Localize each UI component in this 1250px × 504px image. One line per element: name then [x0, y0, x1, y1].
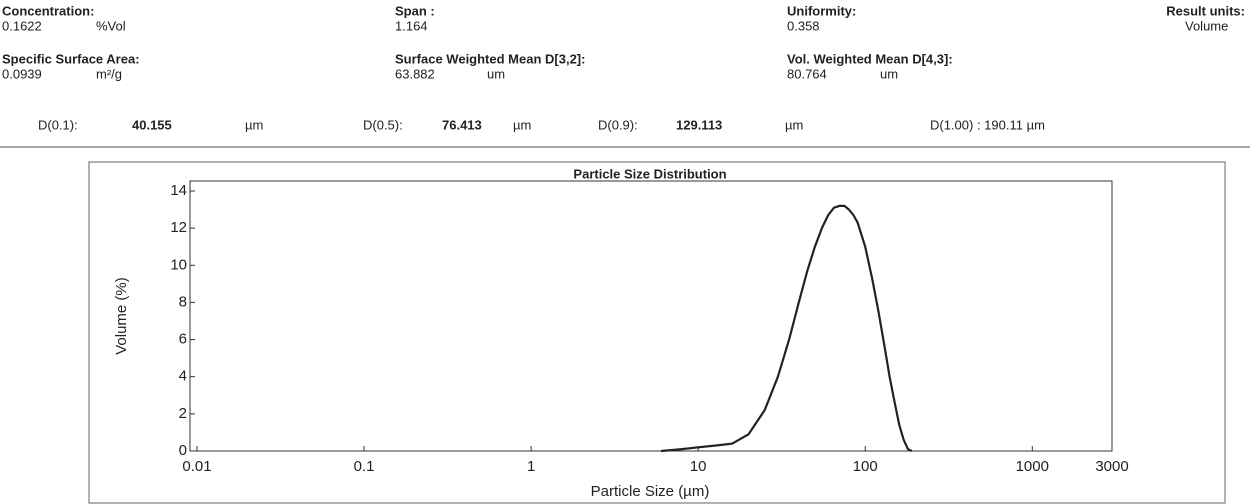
field-label: Vol. Weighted Mean D[4,3]:	[787, 51, 953, 66]
field-unit: %Vol	[96, 18, 126, 33]
y-tick-label: 8	[179, 293, 187, 310]
field-label: Result units:	[1166, 3, 1245, 18]
field-value: Volume	[1185, 18, 1228, 33]
field-label: Uniformity:	[787, 3, 856, 18]
y-tick-label: 12	[170, 219, 187, 236]
percentile-unit: µm	[245, 117, 263, 132]
x-tick-label: 0.1	[354, 458, 375, 475]
field-value: 63.882	[395, 66, 435, 81]
percentile-label: D(1.00) : 190.11 µm	[930, 117, 1045, 132]
y-tick-label: 0	[179, 442, 187, 459]
y-tick-label: 2	[179, 405, 187, 422]
field-unit: um	[880, 66, 898, 81]
percentile-label: D(0.5):	[363, 117, 403, 132]
distribution-line	[661, 204, 913, 453]
field-value: 0.1622	[2, 18, 42, 33]
percentile-value: 40.155	[132, 117, 172, 132]
x-tick-label: 1	[527, 458, 535, 475]
field-value: 0.0939	[2, 66, 42, 81]
plot: 0 2 4 6 8 10 12 14 0.01 0.1 1 10 100 1000 3000	[170, 180, 1129, 475]
percentile-unit: µm	[513, 117, 531, 132]
x-tick-label: 1000	[1016, 458, 1049, 475]
x-tick-label: 10	[690, 458, 707, 475]
field-value: 1.164	[395, 18, 428, 33]
y-axis-label: Volume (%)	[113, 277, 130, 355]
percentiles: D(0.1): 40.155 µm D(0.5): 76.413 µm D(0.…	[38, 117, 1045, 132]
percentile-value: 129.113	[676, 117, 722, 132]
x-tick-label: 3000	[1095, 458, 1128, 475]
y-tick-label: 14	[170, 182, 187, 199]
percentile-unit: µm	[785, 117, 803, 132]
field-label: Span :	[395, 3, 435, 18]
x-tick-label: 0.01	[182, 458, 211, 475]
percentile-label: D(0.9):	[598, 117, 638, 132]
chart-title: Particle Size Distribution	[573, 166, 726, 181]
summary: Concentration: 0.1622 %Vol Span : 1.164 …	[2, 3, 1245, 81]
percentile-value: 76.413	[442, 117, 482, 132]
chart-frame	[88, 161, 1226, 504]
y-tick-label: 6	[179, 331, 187, 348]
y-tick-label: 4	[179, 368, 187, 385]
field-value: 0.358	[787, 18, 820, 33]
field-unit: m²/g	[96, 66, 122, 81]
field-label: Concentration:	[2, 3, 94, 18]
field-value: 80.764	[787, 66, 827, 81]
plot-area	[189, 180, 1113, 452]
field-label: Surface Weighted Mean D[3,2]:	[395, 51, 585, 66]
x-tick-label: 100	[853, 458, 878, 475]
field-unit: um	[487, 66, 505, 81]
field-label: Specific Surface Area:	[2, 51, 140, 66]
x-axis-label: Particle Size (µm)	[591, 483, 710, 500]
y-tick-label: 10	[170, 256, 187, 273]
percentile-label: D(0.1):	[38, 117, 78, 132]
